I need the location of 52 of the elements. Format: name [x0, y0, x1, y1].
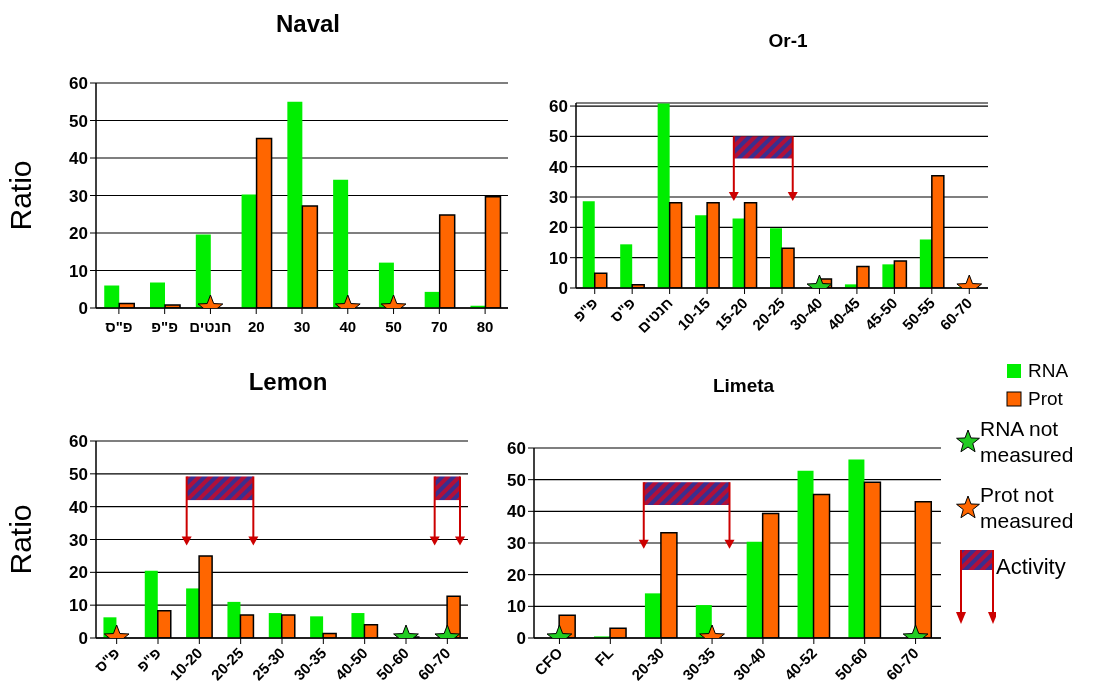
x-tick-label: פ"ס — [105, 318, 133, 335]
y-tick-label: 20 — [549, 218, 568, 238]
y-tick-label: 50 — [549, 127, 568, 147]
x-tick-label: 20 — [247, 318, 265, 335]
y-tick-label: 20 — [69, 224, 88, 244]
x-tick-label: 70 — [430, 318, 448, 335]
legend-label: RNA not measured — [980, 416, 1075, 468]
x-tick-label: 50 — [385, 318, 402, 335]
y-tick-label: 30 — [69, 186, 88, 206]
chart-title: Limeta — [711, 375, 776, 397]
y-tick-label: 40 — [69, 497, 88, 517]
y-tick-label: 20 — [69, 563, 88, 583]
x-tick-label: 30 — [293, 318, 311, 335]
y-tick-label: 30 — [507, 534, 526, 554]
y-tick-label: 60 — [69, 432, 88, 452]
y-tick-label: 40 — [549, 157, 568, 177]
y-tick-label: 0 — [516, 629, 526, 649]
legend-label: Activity — [996, 554, 1066, 580]
y-tick-label: 10 — [507, 597, 526, 617]
legend-label: RNA — [1028, 360, 1069, 382]
chart-title: Or-1 — [767, 30, 809, 52]
chart-title: Naval — [274, 10, 341, 38]
y-axis-title: Ratio — [3, 504, 37, 575]
x-tick-label: 40 — [339, 318, 357, 335]
y-tick-label: 60 — [549, 97, 568, 117]
y-tick-label: 40 — [507, 502, 526, 522]
y-tick-label: 10 — [549, 248, 568, 268]
x-tick-label: 80 — [476, 318, 494, 335]
x-tick-label: פ"ס — [91, 644, 123, 676]
x-tick-label: פ"פ — [133, 644, 165, 675]
x-tick-label: FL — [591, 644, 617, 670]
x-tick-label: פ"פ — [569, 294, 601, 325]
legend-label: Prot — [1028, 388, 1063, 410]
chart-title: Lemon — [247, 368, 329, 396]
y-tick-label: 20 — [507, 565, 526, 585]
y-tick-label: 40 — [69, 149, 88, 169]
legend-label: Prot not measured — [980, 482, 1075, 534]
y-tick-label: 0 — [78, 629, 88, 649]
y-axis-title: Ratio — [3, 160, 37, 231]
y-tick-label: 30 — [549, 188, 568, 208]
y-tick-label: 50 — [69, 464, 88, 484]
y-tick-label: 10 — [69, 261, 88, 281]
y-tick-label: 60 — [507, 439, 526, 459]
x-tick-label: פ"פ — [151, 318, 178, 335]
y-tick-label: 50 — [69, 111, 88, 131]
y-tick-label: 10 — [69, 596, 88, 616]
y-tick-label: 30 — [69, 530, 88, 550]
y-tick-label: 60 — [69, 74, 88, 94]
y-tick-label: 50 — [507, 470, 526, 490]
y-tick-label: 0 — [558, 279, 568, 299]
x-tick-label: חנטים — [189, 318, 232, 335]
y-tick-label: 0 — [78, 299, 88, 319]
